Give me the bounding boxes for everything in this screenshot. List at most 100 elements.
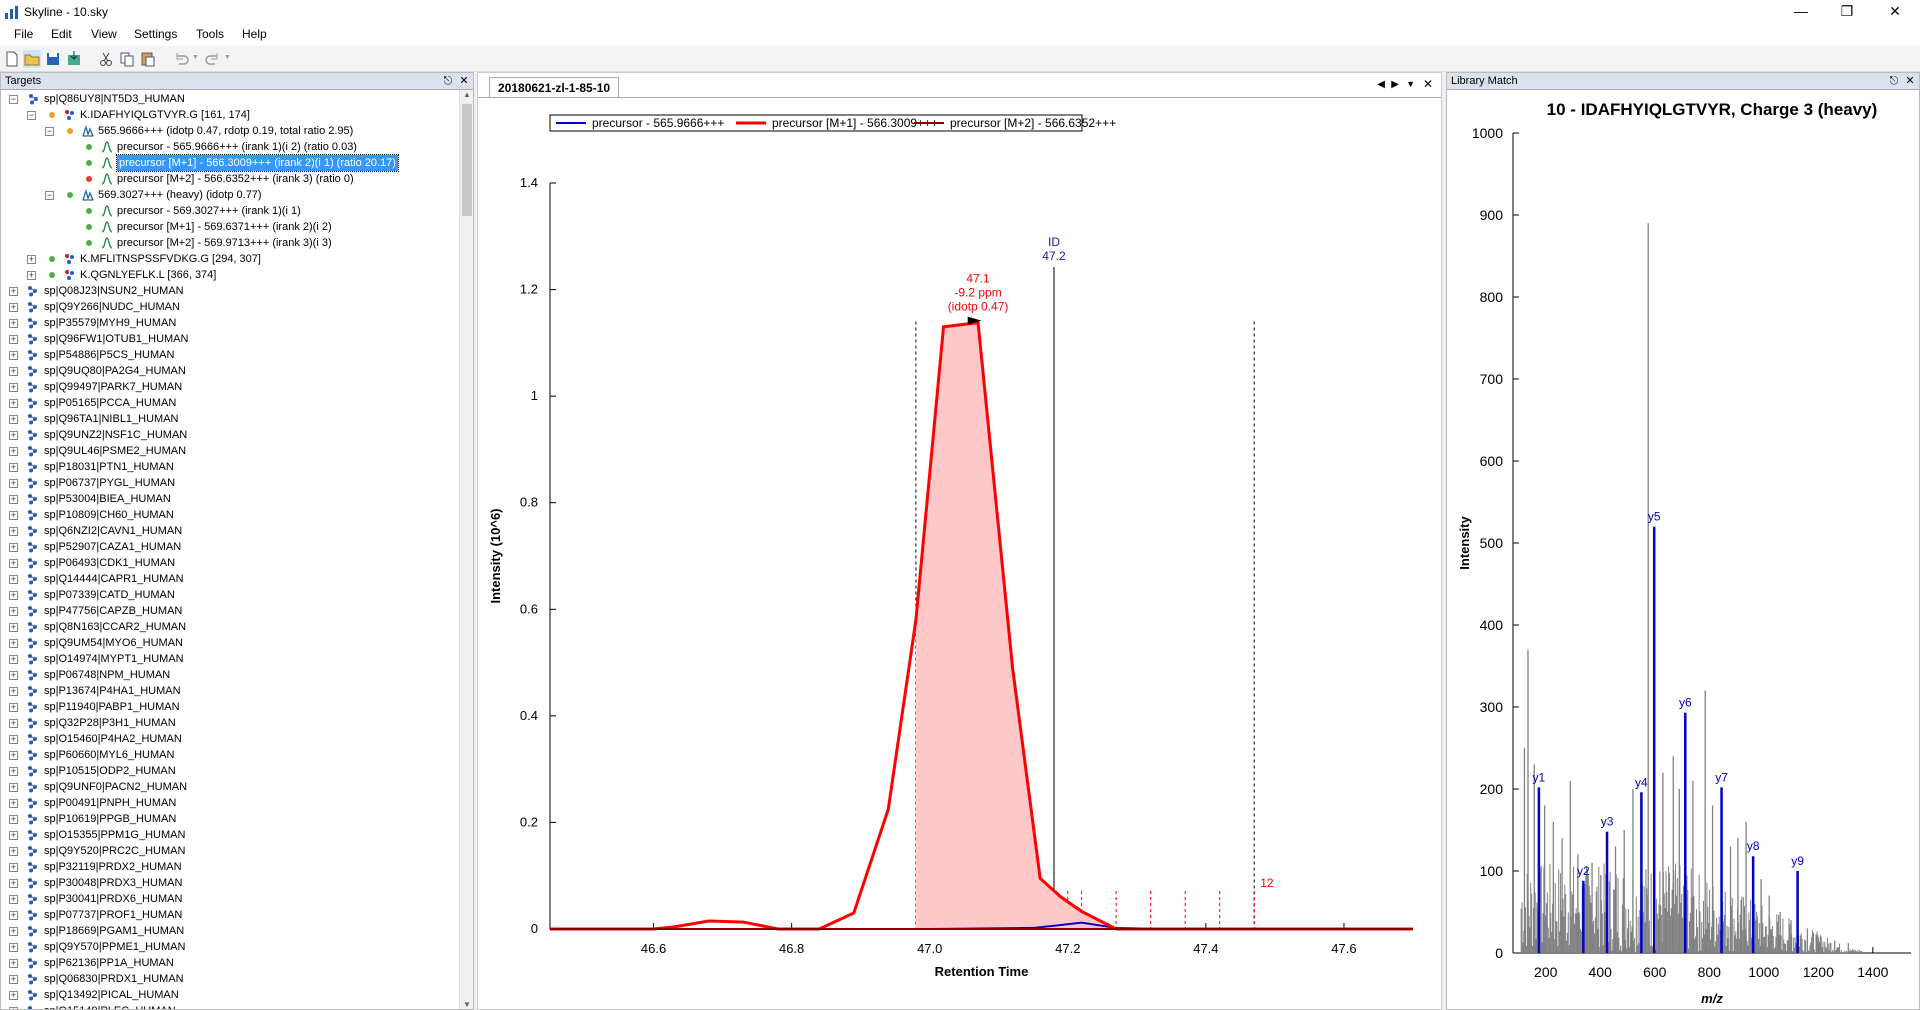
protein-row[interactable]: + sp|Q9UNF0|PACN2_HUMAN (1, 779, 459, 795)
protein-row[interactable]: + sp|P05165|PCCA_HUMAN (1, 395, 459, 411)
expand-icon[interactable]: + (9, 718, 18, 728)
new-document-icon[interactable] (3, 50, 21, 68)
expand-icon[interactable]: + (9, 686, 18, 696)
targets-scrollbar[interactable]: ▲ ▼ (459, 90, 473, 1009)
expand-icon[interactable]: + (9, 926, 18, 936)
library-spectrum-chart[interactable]: 10 - IDAFHYIQLGTVYR, Charge 3 (heavy) 0 10… (1447, 91, 1919, 1009)
chromatogram-chart[interactable]: 0 0.2 0.4 0.6 0.8 1 1.2 1.4 46.6 46.8 47.0 47.2 47.4… (478, 99, 1441, 1009)
protein-row[interactable]: + sp|P10809|CH60_HUMAN (1, 507, 459, 523)
expand-icon[interactable]: + (9, 430, 18, 440)
tree-node[interactable]: − K.IDAFHYIQLGTVYR.G [161, 174] (1, 107, 459, 123)
expand-icon[interactable]: + (9, 622, 18, 632)
protein-row[interactable]: + sp|P30048|PRDX3_HUMAN (1, 875, 459, 891)
protein-row[interactable]: + sp|Q8N163|CCAR2_HUMAN (1, 619, 459, 635)
protein-row[interactable]: + sp|Q06830|PRDX1_HUMAN (1, 971, 459, 987)
protein-row[interactable]: + sp|P07737|PROF1_HUMAN (1, 907, 459, 923)
protein-row[interactable]: + sp|Q9Y266|NUDC_HUMAN (1, 299, 459, 315)
maximize-icon[interactable]: ❐ (1840, 3, 1854, 19)
expand-icon[interactable]: + (9, 990, 18, 1000)
protein-row[interactable]: + sp|Q08J23|NSUN2_HUMAN (1, 283, 459, 299)
library-pin-icon[interactable]: ⎋ (1889, 75, 1899, 87)
protein-row[interactable]: + sp|Q13492|PICAL_HUMAN (1, 987, 459, 1003)
tab-close-icon[interactable]: ✕ (1422, 77, 1433, 91)
expand-icon[interactable]: + (9, 462, 18, 472)
expand-icon[interactable]: + (9, 974, 18, 984)
minimize-icon[interactable]: — (1794, 3, 1808, 19)
expand-icon[interactable]: + (9, 366, 18, 376)
menu-tools[interactable]: Tools (196, 27, 225, 41)
redo-dropdown-icon[interactable]: ▼ (224, 54, 231, 61)
tab-menu-icon[interactable]: ▼ (1406, 79, 1415, 89)
protein-row[interactable]: + sp|Q14444|CAPR1_HUMAN (1, 571, 459, 587)
menu-edit[interactable]: Edit (51, 27, 72, 41)
open-folder-icon[interactable] (23, 50, 41, 68)
expand-icon[interactable]: + (9, 606, 18, 616)
expand-icon[interactable]: + (27, 254, 36, 264)
collapse-icon[interactable]: − (9, 94, 18, 104)
copy-icon[interactable] (118, 50, 136, 68)
expand-icon[interactable]: + (9, 750, 18, 760)
menu-help[interactable]: Help (242, 27, 267, 41)
expand-icon[interactable]: + (9, 814, 18, 824)
close-icon[interactable]: ✕ (1889, 3, 1901, 19)
protein-row[interactable]: + sp|P18031|PTN1_HUMAN (1, 459, 459, 475)
protein-row[interactable]: + sp|P06748|NPM_HUMAN (1, 667, 459, 683)
tree-node[interactable]: precursor - 565.9666+++ (irank 1)(i 2) (… (1, 139, 459, 155)
expand-icon[interactable]: + (9, 334, 18, 344)
close-pane-icon[interactable]: ✕ (459, 75, 469, 87)
expand-icon[interactable]: + (9, 478, 18, 488)
tree-node[interactable]: − 569.3027+++ (heavy) (idotp 0.77) (1, 187, 459, 203)
tree-node[interactable]: + K.QGNLYEFLK.L [366, 374] (1, 267, 459, 283)
protein-row[interactable]: + sp|P06737|PYGL_HUMAN (1, 475, 459, 491)
expand-icon[interactable]: + (27, 270, 36, 280)
protein-row[interactable]: + sp|P35579|MYH9_HUMAN (1, 315, 459, 331)
undo-icon[interactable] (172, 50, 190, 68)
protein-row[interactable]: + sp|Q9Y570|PPME1_HUMAN (1, 939, 459, 955)
protein-row[interactable]: + sp|P11940|PABP1_HUMAN (1, 699, 459, 715)
expand-icon[interactable]: + (9, 862, 18, 872)
library-close-icon[interactable]: ✕ (1905, 75, 1915, 87)
expand-icon[interactable]: + (9, 398, 18, 408)
expand-icon[interactable]: + (9, 558, 18, 568)
protein-row[interactable]: + sp|Q96FW1|OTUB1_HUMAN (1, 331, 459, 347)
protein-row[interactable]: + sp|Q6NZI2|CAVN1_HUMAN (1, 523, 459, 539)
tree-node[interactable]: precursor [M+2] - 566.6352+++ (irank 3) … (1, 171, 459, 187)
protein-row[interactable]: + sp|P53004|BIEA_HUMAN (1, 491, 459, 507)
expand-icon[interactable]: + (9, 446, 18, 456)
protein-row[interactable]: + sp|P32119|PRDX2_HUMAN (1, 859, 459, 875)
protein-row[interactable]: + sp|Q15149|PLEC_HUMAN (1, 1003, 459, 1009)
tab-scroll-left-icon[interactable]: ◀ (1377, 79, 1385, 90)
scroll-up-icon[interactable]: ▲ (463, 90, 471, 99)
expand-icon[interactable]: + (9, 1007, 18, 1009)
tree-node[interactable]: − 565.9666+++ (idotp 0.47, rdotp 0.19, to… (1, 123, 459, 139)
expand-icon[interactable]: + (9, 286, 18, 296)
expand-icon[interactable]: + (9, 318, 18, 328)
protein-row[interactable]: + sp|P60660|MYL6_HUMAN (1, 747, 459, 763)
collapse-icon[interactable]: − (45, 126, 54, 136)
protein-row[interactable]: + sp|P47756|CAPZB_HUMAN (1, 603, 459, 619)
expand-icon[interactable]: + (9, 766, 18, 776)
expand-icon[interactable]: + (9, 302, 18, 312)
import-icon[interactable] (65, 50, 83, 68)
tab-scroll-right-icon[interactable]: ▶ (1391, 79, 1399, 90)
collapse-icon[interactable]: − (27, 110, 36, 120)
tree-node[interactable]: precursor [M+2] - 569.9713+++ (irank 3)(… (1, 235, 459, 251)
protein-row[interactable]: + sp|Q9UQ80|PA2G4_HUMAN (1, 363, 459, 379)
expand-icon[interactable]: + (9, 638, 18, 648)
tree-node[interactable]: precursor [M+1] - 566.3009+++ (irank 2)(… (1, 154, 459, 172)
expand-icon[interactable]: + (9, 542, 18, 552)
protein-row[interactable]: + sp|Q99497|PARK7_HUMAN (1, 379, 459, 395)
protein-row[interactable]: + sp|Q9UM54|MYO6_HUMAN (1, 635, 459, 651)
chromatogram-tab[interactable]: 20180621-zl-1-85-10 (489, 77, 620, 97)
protein-row[interactable]: + sp|Q9Y520|PRC2C_HUMAN (1, 843, 459, 859)
menu-settings[interactable]: Settings (134, 27, 178, 41)
protein-row[interactable]: + sp|Q9UL46|PSME2_HUMAN (1, 443, 459, 459)
expand-icon[interactable]: + (9, 414, 18, 424)
collapse-icon[interactable]: − (45, 190, 54, 200)
expand-icon[interactable]: + (9, 878, 18, 888)
expand-icon[interactable]: + (9, 702, 18, 712)
pin-icon[interactable]: ⎋ (443, 75, 453, 87)
expand-icon[interactable]: + (9, 958, 18, 968)
expand-icon[interactable]: + (9, 798, 18, 808)
expand-icon[interactable]: + (9, 942, 18, 952)
